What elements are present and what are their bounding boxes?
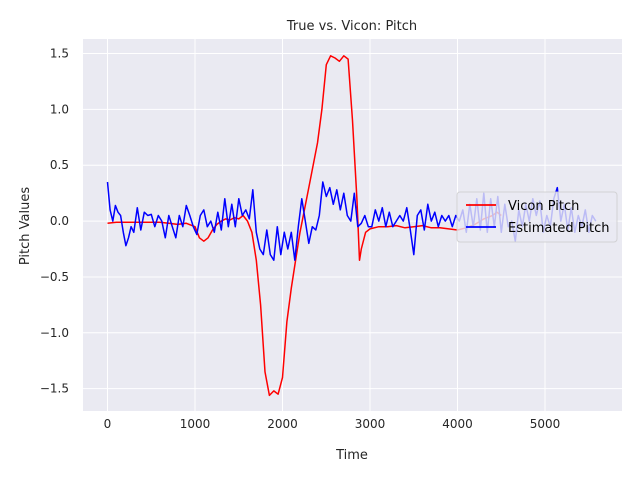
y-tick-label: 0.5	[50, 158, 69, 172]
vicon-pitch-line	[107, 55, 502, 397]
x-tick-label: 3000	[355, 417, 386, 431]
x-axis-label: Time	[335, 448, 368, 463]
y-tick-label: −1.0	[40, 326, 69, 340]
y-axis-label: Pitch Values	[18, 187, 33, 265]
y-tick-label: −0.5	[40, 270, 69, 284]
legend-label-vicon: Vicon Pitch	[508, 199, 579, 214]
x-tick-label: 0	[104, 417, 112, 431]
x-tick-label: 2000	[267, 417, 298, 431]
legend-box	[456, 191, 618, 243]
y-tick-label: −1.5	[40, 382, 69, 396]
x-tick-label: 5000	[530, 417, 561, 431]
x-tick-label: 4000	[442, 417, 473, 431]
chart-title: True vs. Vicon: Pitch	[286, 19, 417, 34]
y-tick-label: 1.0	[50, 102, 69, 116]
y-tick-label: 0.0	[50, 214, 69, 228]
legend: Vicon Pitch Estimated Pitch	[456, 191, 618, 243]
y-tick-label: 1.5	[50, 47, 69, 61]
x-tick-label: 1000	[180, 417, 211, 431]
legend-label-estimated: Estimated Pitch	[508, 221, 609, 236]
tick-labels: 0 1000 2000 3000 4000 5000 −1.5 −1.0 −0.5 0.0 0.5 1…	[40, 47, 560, 431]
